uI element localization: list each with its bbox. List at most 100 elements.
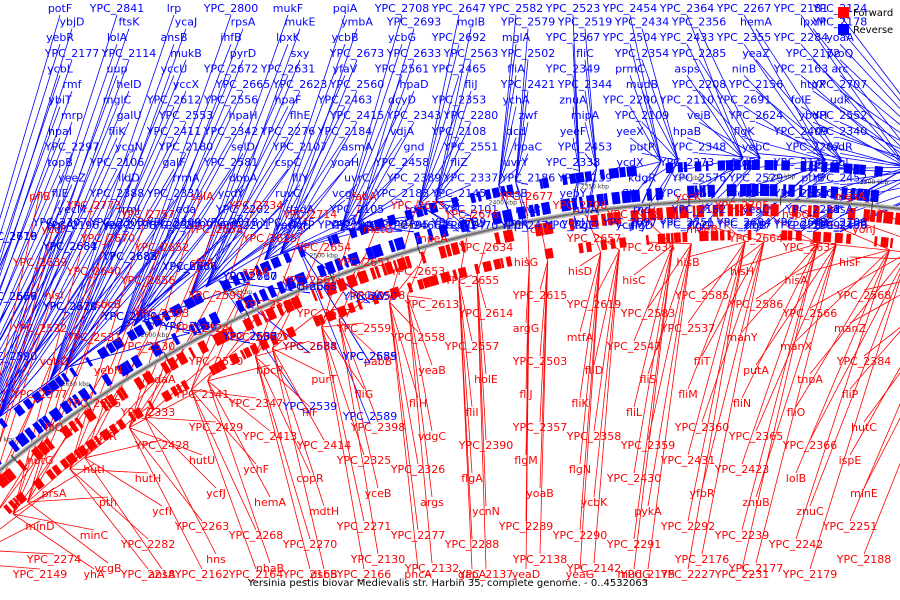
reverse-label-line — [498, 184, 517, 230]
reverse-label-line — [800, 75, 900, 163]
reverse-gene-label: ruvA — [572, 203, 598, 216]
reverse-gene-label: ycbJ — [562, 216, 585, 229]
reverse-gene-label: YPC_2580 — [222, 330, 278, 343]
forward-label-line — [69, 468, 149, 540]
reverse-gene-label: asmA — [342, 140, 373, 153]
reverse-label-line — [498, 44, 517, 186]
forward-gene-label: yeaD — [512, 568, 541, 581]
forward-feature — [211, 362, 222, 374]
reverse-label-line — [435, 199, 472, 217]
forward-feature — [324, 309, 337, 323]
forward-gene-label: YPC_2231 — [714, 568, 770, 581]
reverse-gene-label: YPC_2666 — [162, 260, 218, 273]
forward-feature — [68, 420, 80, 433]
forward-label-line — [849, 403, 900, 522]
forward-feature — [317, 314, 326, 325]
reverse-gene-label: YPC_2109 — [614, 109, 670, 122]
reverse-feature — [788, 184, 795, 197]
forward-gene-label: vcgB — [94, 562, 121, 575]
reverse-gene-label: YPC_2716 — [0, 230, 37, 243]
forward-gene-label: minD — [25, 520, 54, 533]
forward-feature — [2, 467, 17, 483]
reverse-label-line — [584, 168, 597, 216]
reverse-gene-label: helD — [116, 78, 141, 91]
reverse-label-line — [0, 122, 130, 415]
reverse-label-line — [839, 75, 900, 126]
reverse-gene-label: aroA — [332, 216, 358, 229]
forward-label-line — [849, 366, 900, 456]
forward-gene-label: fabA — [351, 190, 377, 203]
forward-feature — [85, 438, 98, 452]
reverse-label-line — [280, 121, 358, 254]
reverse-gene-label: lpxK — [276, 31, 301, 44]
forward-label-line — [633, 244, 674, 540]
forward-label-line — [84, 457, 163, 570]
forward-gene-label: YPC_2414 — [296, 439, 352, 452]
reverse-feature — [358, 223, 369, 236]
forward-gene-label: YPC_2365 — [728, 430, 784, 443]
reverse-gene-label: YPC_2683 — [773, 216, 829, 229]
reverse-gene-label: YPC_2114 — [101, 47, 157, 60]
reverse-gene-label: lolA — [107, 31, 128, 44]
forward-gene-label: fliH — [409, 397, 427, 410]
forward-feature — [374, 265, 382, 279]
reverse-gene-label: YPC_2552 — [812, 109, 868, 122]
reverse-feature — [348, 227, 358, 239]
reverse-gene-label: yebR — [46, 31, 74, 44]
reverse-gene-label: YPC_2364 — [659, 2, 715, 15]
reverse-gene-label: ybdH — [799, 109, 828, 122]
forward-gene-label: YPC_2531 — [66, 331, 122, 344]
forward-feature — [249, 343, 260, 355]
reverse-gene-label: yccX — [173, 78, 200, 91]
forward-feature — [336, 305, 348, 318]
reverse-label-line — [839, 179, 900, 185]
forward-feature — [795, 230, 802, 241]
forward-label-line — [701, 241, 765, 423]
reverse-label-line — [0, 228, 118, 406]
reverse-label-line — [435, 28, 472, 201]
reverse-label-line — [629, 106, 662, 162]
reverse-gene-label: YPC_2521 — [102, 310, 158, 323]
forward-label-line — [321, 190, 365, 328]
reverse-label-line — [0, 75, 61, 254]
reverse-feature — [655, 187, 663, 201]
forward-feature — [369, 267, 377, 280]
forward-gene-label: YPC_2583 — [620, 307, 676, 320]
forward-gene-label: YPC_2239 — [714, 529, 770, 542]
reverse-feature — [626, 165, 638, 177]
forward-label-line — [755, 244, 837, 564]
forward-gene-label: prsA — [42, 487, 67, 500]
reverse-gene-label: mglC — [103, 94, 132, 107]
reverse-label-line — [498, 106, 517, 186]
reverse-label-line — [356, 122, 415, 225]
forward-gene-label: YPC_2291 — [606, 538, 662, 551]
reverse-label-line — [205, 231, 301, 288]
forward-gene-label: hutG — [27, 454, 54, 467]
reverse-feature — [830, 186, 839, 199]
backbone-tick — [505, 221, 509, 232]
reverse-gene-label: YPC_2356 — [671, 16, 727, 29]
reverse-label-line — [133, 153, 244, 327]
reverse-feature — [283, 252, 292, 264]
forward-label-line — [271, 348, 325, 441]
tick-label: 2300 kbp — [674, 175, 702, 182]
reverse-gene-label: YPC_2692 — [431, 31, 487, 44]
forward-gene-label: YPC_2706 — [552, 199, 608, 212]
reverse-feature — [324, 260, 337, 275]
forward-gene-label: sfcA — [190, 256, 214, 269]
forward-gene-label: YPC_2598 — [350, 289, 406, 302]
reverse-feature — [197, 317, 210, 332]
forward-feature — [103, 397, 113, 409]
reverse-gene-label: veiB — [687, 109, 711, 122]
reverse-gene-label: YPC_2334 — [146, 218, 202, 231]
reverse-feature — [856, 188, 864, 201]
reverse-gene-label: YPC_2408 — [812, 219, 868, 232]
reverse-feature — [386, 214, 397, 226]
forward-feature — [220, 328, 231, 343]
forward-gene-label: YPC_2613 — [404, 298, 460, 311]
reverse-label-line — [63, 231, 187, 371]
reverse-feature — [843, 163, 853, 174]
reverse-gene-label: zwf — [519, 109, 539, 122]
reverse-gene-label: mglB — [457, 16, 485, 29]
reverse-gene-label: yeaC — [742, 203, 770, 216]
